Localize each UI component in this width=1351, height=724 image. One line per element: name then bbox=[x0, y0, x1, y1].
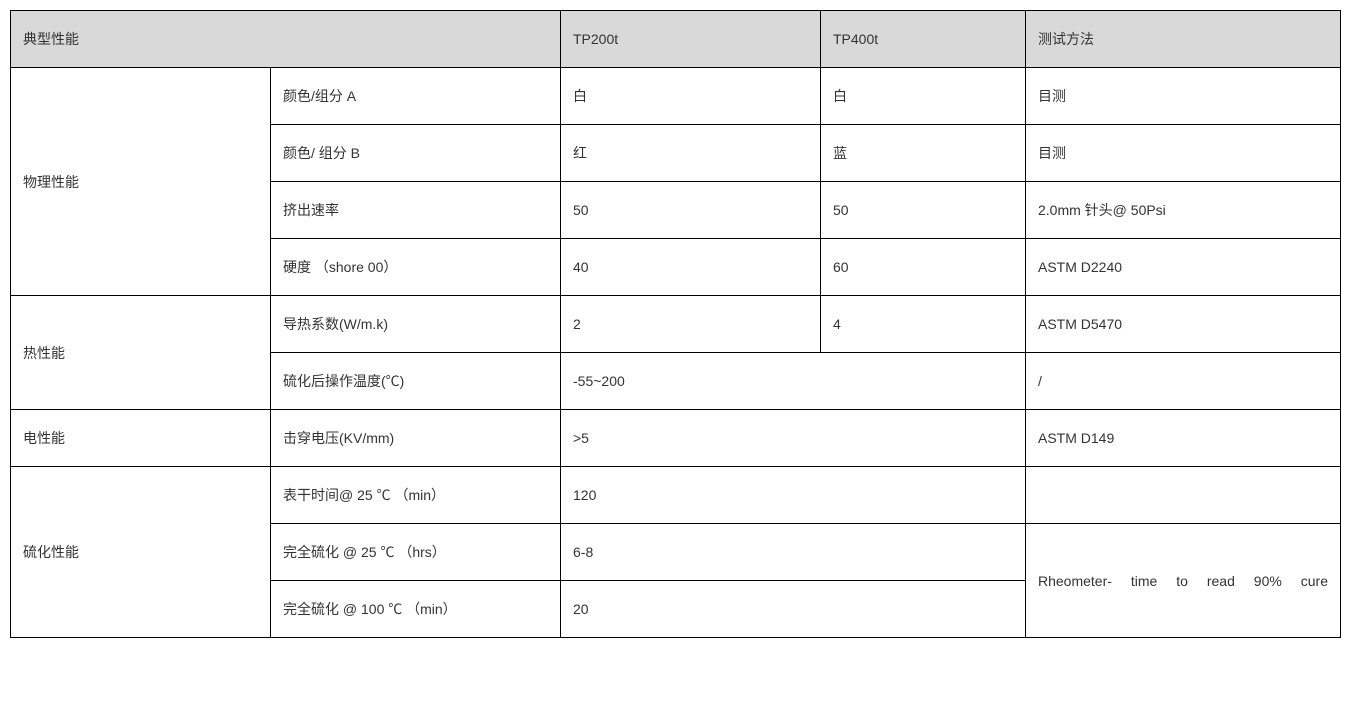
val-cell: 120 bbox=[561, 467, 1026, 524]
val-cell: 20 bbox=[561, 581, 1026, 638]
prop-cell: 完全硫化 @ 100 ℃ （min） bbox=[271, 581, 561, 638]
prop-cell: 硬度 （shore 00） bbox=[271, 239, 561, 296]
prop-cell: 击穿电压(KV/mm) bbox=[271, 410, 561, 467]
method-cell: ASTM D5470 bbox=[1026, 296, 1341, 353]
header-row: 典型性能 TP200t TP400t 测试方法 bbox=[11, 11, 1341, 68]
prop-cell: 颜色/ 组分 B bbox=[271, 125, 561, 182]
prop-cell: 硫化后操作温度(℃) bbox=[271, 353, 561, 410]
category-curing: 硫化性能 bbox=[11, 467, 271, 638]
val-cell: -55~200 bbox=[561, 353, 1026, 410]
val-cell: 6-8 bbox=[561, 524, 1026, 581]
header-val1: TP200t bbox=[561, 11, 821, 68]
table-row: 硫化性能 表干时间@ 25 ℃ （min） 120 bbox=[11, 467, 1341, 524]
val-cell: 红 bbox=[561, 125, 821, 182]
val-cell: 白 bbox=[561, 68, 821, 125]
header-val2: TP400t bbox=[821, 11, 1026, 68]
header-category: 典型性能 bbox=[11, 11, 561, 68]
method-cell: 目测 bbox=[1026, 125, 1341, 182]
method-cell bbox=[1026, 467, 1341, 524]
method-cell: Rheometer- time to read 90% cure bbox=[1026, 524, 1341, 638]
method-cell: 2.0mm 针头@ 50Psi bbox=[1026, 182, 1341, 239]
prop-cell: 导热系数(W/m.k) bbox=[271, 296, 561, 353]
val-cell: 蓝 bbox=[821, 125, 1026, 182]
prop-cell: 颜色/组分 A bbox=[271, 68, 561, 125]
prop-cell: 挤出速率 bbox=[271, 182, 561, 239]
val-cell: 白 bbox=[821, 68, 1026, 125]
spec-table: 典型性能 TP200t TP400t 测试方法 物理性能 颜色/组分 A 白 白… bbox=[10, 10, 1341, 638]
prop-cell: 完全硫化 @ 25 ℃ （hrs） bbox=[271, 524, 561, 581]
val-cell: >5 bbox=[561, 410, 1026, 467]
table-row: 物理性能 颜色/组分 A 白 白 目测 bbox=[11, 68, 1341, 125]
val-cell: 2 bbox=[561, 296, 821, 353]
val-cell: 50 bbox=[821, 182, 1026, 239]
val-cell: 4 bbox=[821, 296, 1026, 353]
method-cell: ASTM D2240 bbox=[1026, 239, 1341, 296]
category-electrical: 电性能 bbox=[11, 410, 271, 467]
prop-cell: 表干时间@ 25 ℃ （min） bbox=[271, 467, 561, 524]
method-cell: ASTM D149 bbox=[1026, 410, 1341, 467]
val-cell: 40 bbox=[561, 239, 821, 296]
header-method: 测试方法 bbox=[1026, 11, 1341, 68]
val-cell: 50 bbox=[561, 182, 821, 239]
val-cell: 60 bbox=[821, 239, 1026, 296]
table-row: 热性能 导热系数(W/m.k) 2 4 ASTM D5470 bbox=[11, 296, 1341, 353]
category-thermal: 热性能 bbox=[11, 296, 271, 410]
table-row: 电性能 击穿电压(KV/mm) >5 ASTM D149 bbox=[11, 410, 1341, 467]
category-physical: 物理性能 bbox=[11, 68, 271, 296]
method-cell: / bbox=[1026, 353, 1341, 410]
method-cell: 目测 bbox=[1026, 68, 1341, 125]
